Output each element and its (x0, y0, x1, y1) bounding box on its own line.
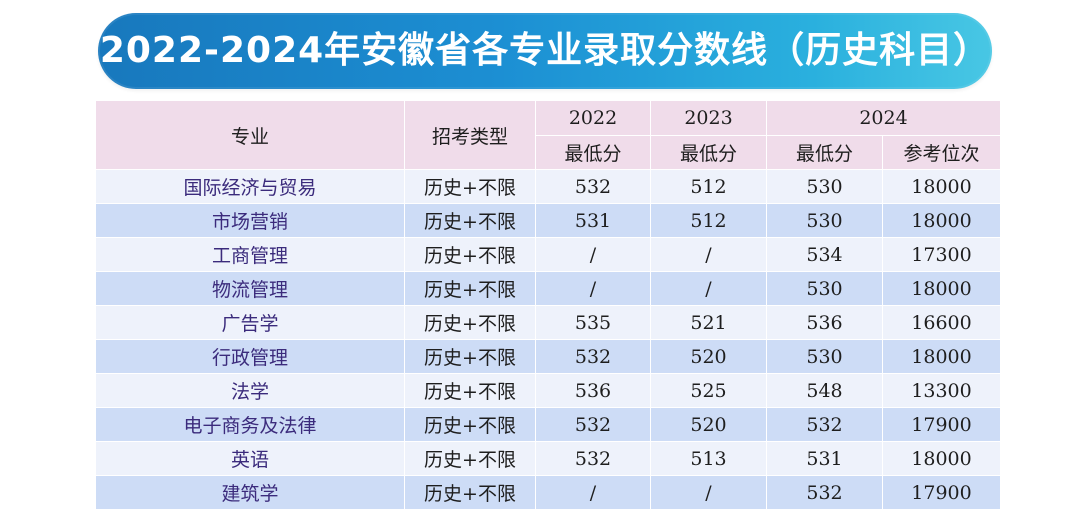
header-year-2024: 2024 (765, 100, 1002, 136)
cell-min-score-2024: 548 (766, 373, 883, 408)
cell-admission-type: 历史+不限 (404, 271, 536, 306)
header-major: 专业 (95, 100, 405, 170)
cell-admission-type: 历史+不限 (404, 169, 536, 204)
cell-rank-2024: 17900 (881, 407, 1002, 442)
cell-min-score-2024: 532 (766, 407, 883, 442)
cell-min-score-2024: 530 (766, 271, 883, 306)
cell-min-score-2024: 531 (766, 441, 883, 476)
cell-min-score-2022: 532 (535, 169, 651, 204)
cell-major: 广告学 (95, 305, 405, 340)
cell-min-score-2023: 521 (650, 305, 767, 340)
cell-admission-type: 历史+不限 (404, 203, 536, 238)
cell-admission-type: 历史+不限 (404, 475, 536, 510)
cell-admission-type: 历史+不限 (404, 441, 536, 476)
title-banner: 2022-2024年安徽省各专业录取分数线（历史科目） (98, 13, 992, 89)
cell-major: 物流管理 (95, 271, 405, 306)
cell-min-score-2024: 534 (766, 237, 883, 272)
cell-min-score-2023: 513 (650, 441, 767, 476)
table-row: 工商管理 历史+不限 / / 534 17300 (95, 237, 1002, 272)
cell-min-score-2023: 525 (650, 373, 767, 408)
header-min-score-2023: 最低分 (650, 135, 767, 170)
cell-rank-2024: 17900 (881, 475, 1002, 510)
header-year-2022: 2022 (535, 100, 651, 136)
cell-min-score-2024: 532 (766, 475, 883, 510)
cell-min-score-2023: 520 (650, 407, 767, 442)
table-row: 法学 历史+不限 536 525 548 13300 (95, 373, 1002, 408)
cell-rank-2024: 18000 (881, 339, 1002, 374)
cell-min-score-2022: 532 (535, 441, 651, 476)
header-rank-2024: 参考位次 (881, 135, 1002, 170)
cell-major: 市场营销 (95, 203, 405, 238)
header-min-score-2022: 最低分 (535, 135, 651, 170)
table-row: 英语 历史+不限 532 513 531 18000 (95, 441, 1002, 476)
cell-rank-2024: 13300 (881, 373, 1002, 408)
cell-admission-type: 历史+不限 (404, 407, 536, 442)
cell-rank-2024: 18000 (881, 169, 1002, 204)
cell-major: 国际经济与贸易 (95, 169, 405, 204)
cell-min-score-2024: 530 (766, 339, 883, 374)
cell-min-score-2022: 535 (535, 305, 651, 340)
cell-rank-2024: 18000 (881, 271, 1002, 306)
cell-major: 行政管理 (95, 339, 405, 374)
table-row: 市场营销 历史+不限 531 512 530 18000 (95, 203, 1002, 238)
cell-min-score-2024: 530 (766, 203, 883, 238)
cell-admission-type: 历史+不限 (404, 339, 536, 374)
header-year-2023: 2023 (650, 100, 767, 136)
cell-min-score-2022: 532 (535, 407, 651, 442)
cell-major: 法学 (95, 373, 405, 408)
header-admission-type: 招考类型 (404, 100, 536, 170)
cell-min-score-2024: 530 (766, 169, 883, 204)
cell-admission-type: 历史+不限 (404, 305, 536, 340)
cell-min-score-2022: 532 (535, 339, 651, 374)
header-min-score-2024: 最低分 (766, 135, 883, 170)
table-row: 国际经济与贸易 历史+不限 532 512 530 18000 (95, 169, 1002, 204)
table-row: 行政管理 历史+不限 532 520 530 18000 (95, 339, 1002, 374)
table-header-row-years: 专业 招考类型 2022 2023 2024 (95, 100, 1002, 170)
cell-admission-type: 历史+不限 (404, 237, 536, 272)
cell-min-score-2023: 520 (650, 339, 767, 374)
cell-rank-2024: 16600 (881, 305, 1002, 340)
table-row: 建筑学 历史+不限 / / 532 17900 (95, 475, 1002, 510)
cell-min-score-2024: 536 (766, 305, 883, 340)
cell-min-score-2023: 512 (650, 169, 767, 204)
table-header-row-subheaders: 最低分 最低分 最低分 参考位次 (96, 135, 1002, 170)
cell-major: 电子商务及法律 (95, 407, 405, 442)
cell-min-score-2023: / (650, 237, 767, 272)
cell-rank-2024: 18000 (881, 203, 1002, 238)
admission-score-table: 专业 招考类型 2022 2023 2024 最低分 最低分 最低分 参考位次 … (95, 100, 1002, 510)
cell-major: 英语 (95, 441, 405, 476)
cell-rank-2024: 17300 (881, 237, 1002, 272)
table-row: 物流管理 历史+不限 / / 530 18000 (95, 271, 1002, 306)
cell-min-score-2022: / (535, 475, 651, 510)
cell-rank-2024: 18000 (881, 441, 1002, 476)
table-row: 电子商务及法律 历史+不限 532 520 532 17900 (95, 407, 1002, 442)
cell-major: 建筑学 (95, 475, 405, 510)
cell-major: 工商管理 (95, 237, 405, 272)
cell-min-score-2022: / (535, 237, 651, 272)
cell-min-score-2023: / (650, 475, 767, 510)
cell-admission-type: 历史+不限 (404, 373, 536, 408)
cell-min-score-2022: 531 (535, 203, 651, 238)
cell-min-score-2023: / (650, 271, 767, 306)
table-row: 广告学 历史+不限 535 521 536 16600 (95, 305, 1002, 340)
cell-min-score-2022: / (535, 271, 651, 306)
cell-min-score-2022: 536 (535, 373, 651, 408)
cell-min-score-2023: 512 (650, 203, 767, 238)
page-title: 2022-2024年安徽省各专业录取分数线（历史科目） (99, 30, 991, 71)
score-table-container: 专业 招考类型 2022 2023 2024 最低分 最低分 最低分 参考位次 … (95, 100, 1002, 510)
